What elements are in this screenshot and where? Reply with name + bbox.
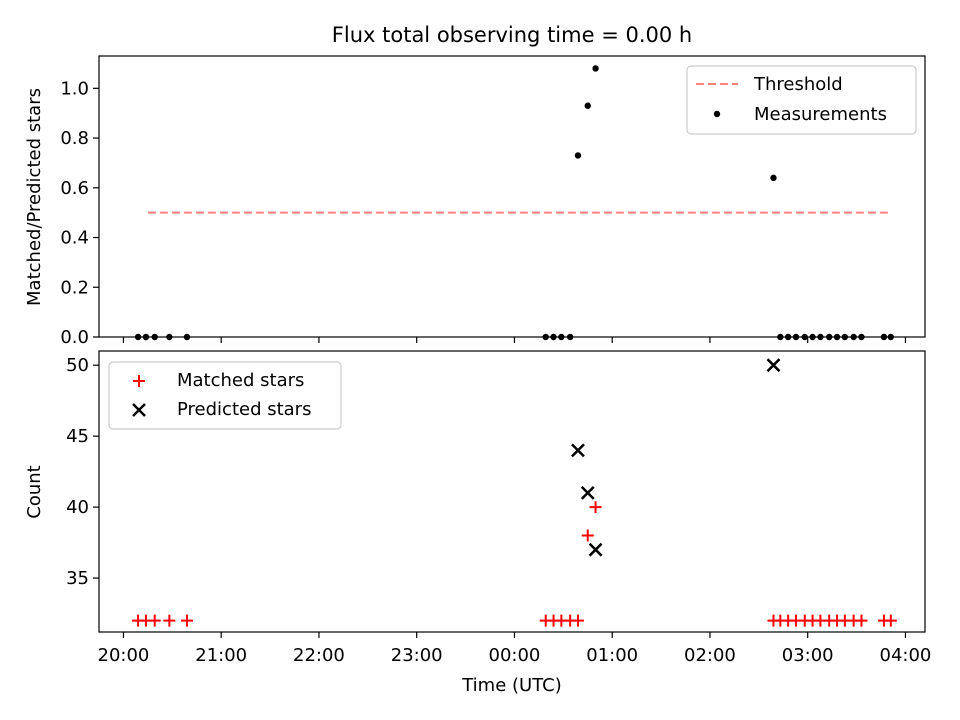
matched-star-point xyxy=(884,614,897,627)
matched-star-point xyxy=(163,614,176,627)
top-panel: 0.0 0.2 0.4 0.6 0.8 1.0 Threshold Measurements xyxy=(60,55,926,348)
top-y-tick-label: 0.8 xyxy=(60,128,89,149)
measurement-point xyxy=(841,333,849,341)
bottom-legend-box xyxy=(108,361,342,430)
measurement-point xyxy=(817,333,824,341)
bottom-y-tick-label: 40 xyxy=(66,497,89,518)
x-tick-label: 03:00 xyxy=(782,645,834,666)
bottom-y-tick-label: 50 xyxy=(66,355,89,376)
measurement-point xyxy=(880,333,888,341)
measurement-point xyxy=(784,333,792,341)
top-y-tick-label: 0.4 xyxy=(60,228,89,249)
bottom-y-tick-label: 35 xyxy=(66,568,89,589)
x-tick-label: 22:00 xyxy=(293,645,345,666)
predicted-star-point xyxy=(580,486,595,500)
x-tick-label: 00:00 xyxy=(489,645,541,666)
matched-star-point xyxy=(180,614,193,627)
measurement-point xyxy=(858,333,865,341)
top-y-tick-label: 0.6 xyxy=(60,178,89,199)
legend-predicted-swatch xyxy=(132,403,146,417)
measurement-point xyxy=(142,333,150,341)
measurement-point xyxy=(833,333,841,341)
top-y-axis-label: Matched/Predicted stars xyxy=(24,88,45,306)
predicted-star-point xyxy=(571,443,585,458)
measurement-point xyxy=(826,333,833,341)
measurement-point xyxy=(792,333,800,341)
measurement-point xyxy=(566,333,574,341)
measurement-point xyxy=(801,333,808,341)
x-tick-label: 02:00 xyxy=(684,645,736,666)
legend-measurements-swatch xyxy=(713,110,721,118)
legend-predicted-label: Predicted stars xyxy=(177,399,311,420)
matched-star-point xyxy=(148,614,161,627)
measurement-point xyxy=(770,174,777,182)
bottom-y-axis-label: Count xyxy=(24,465,45,518)
measurement-point xyxy=(542,333,549,341)
matched-star-point xyxy=(571,614,584,627)
measurement-point xyxy=(558,333,565,341)
measurement-point xyxy=(887,333,894,341)
top-y-tick-label: 0.0 xyxy=(60,327,89,348)
bottom-y-tick-label: 45 xyxy=(66,426,89,447)
x-tick-label: 23:00 xyxy=(391,645,443,666)
top-plot-frame xyxy=(98,55,926,338)
chart-title: Flux total observing time = 0.00 h xyxy=(332,23,692,47)
measurement-point xyxy=(574,152,582,159)
legend-matched-swatch xyxy=(133,375,145,387)
legend-measurements-label: Measurements xyxy=(754,104,887,125)
matched-star-point xyxy=(855,614,868,627)
measurement-point xyxy=(777,333,784,341)
measurement-point xyxy=(550,333,557,341)
legend-matched-label: Matched stars xyxy=(177,370,304,391)
predicted-star-point xyxy=(588,542,603,557)
measurement-point xyxy=(850,333,857,341)
x-tick-label: 21:00 xyxy=(195,645,247,666)
matched-star-point xyxy=(589,501,602,514)
matched-star-point xyxy=(581,529,594,542)
measurement-point xyxy=(584,102,591,109)
x-axis-label: Time (UTC) xyxy=(461,675,562,696)
x-tick-label: 01:00 xyxy=(586,645,638,666)
top-y-tick-label: 0.2 xyxy=(60,277,89,298)
measurement-point xyxy=(134,333,142,341)
top-legend-box xyxy=(686,65,917,135)
legend-threshold-label: Threshold xyxy=(753,74,843,95)
measurement-point xyxy=(183,333,191,341)
measurement-point xyxy=(151,333,158,341)
measurement-point xyxy=(592,65,599,72)
bottom-plot-frame xyxy=(98,350,926,633)
x-tick-label: 20:00 xyxy=(98,645,150,666)
predicted-star-point xyxy=(766,358,781,373)
measurement-point xyxy=(809,333,816,341)
measurement-point xyxy=(166,333,173,341)
bottom-panel: 35 40 45 50 20:00 21:00 22:00 23:00 00:00 01:00 02… xyxy=(66,350,932,666)
top-y-tick-label: 1.0 xyxy=(60,78,89,99)
x-tick-label: 04:00 xyxy=(880,645,932,666)
